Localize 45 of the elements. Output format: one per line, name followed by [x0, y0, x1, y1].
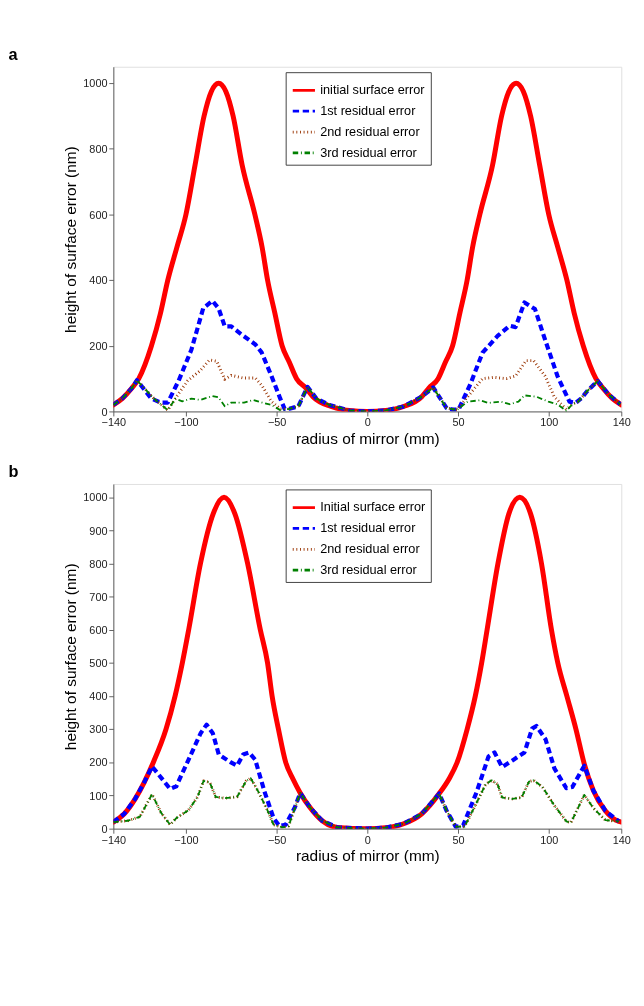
- y-tick-label: 300: [89, 723, 108, 736]
- chart-title: b: [8, 461, 19, 480]
- y-tick-label: 900: [89, 524, 108, 537]
- x-tick-label: 50: [452, 416, 465, 429]
- x-axis-title: radius of mirror (mm): [295, 846, 440, 864]
- chart-title: a: [8, 44, 19, 63]
- y-tick-label: 100: [89, 789, 108, 802]
- y-tick-label: 400: [89, 274, 108, 287]
- x-tick-label: 100: [540, 833, 559, 846]
- y-tick-label: 1000: [83, 77, 108, 90]
- y-tick-label: 800: [89, 142, 108, 155]
- x-axis-title: radius of mirror (mm): [295, 429, 440, 447]
- legend-label: 2nd residual error: [320, 124, 421, 139]
- y-tick-label: 800: [89, 557, 108, 570]
- x-tick-label: −100: [174, 833, 199, 846]
- legend-label: 3rd residual error: [320, 562, 418, 577]
- x-tick-label: −50: [267, 833, 287, 846]
- x-tick-label: 140: [612, 416, 631, 429]
- legend-label: Initial surface error: [320, 500, 427, 515]
- y-tick-label: 700: [89, 590, 108, 603]
- legend-label: initial surface error: [320, 83, 426, 97]
- x-tick-label: −50: [267, 416, 287, 429]
- x-tick-label: −100: [174, 416, 199, 429]
- y-tick-label: 1000: [83, 491, 108, 504]
- y-tick-label: 400: [89, 690, 108, 703]
- x-tick-label: 0: [364, 416, 371, 429]
- y-tick-label: 500: [89, 657, 108, 670]
- y-tick-label: 600: [89, 623, 108, 636]
- legend-label: 1st residual error: [320, 103, 417, 118]
- y-tick-label: 0: [101, 405, 108, 418]
- x-tick-label: 50: [452, 833, 465, 846]
- y-tick-label: 200: [89, 756, 108, 769]
- y-tick-label: 600: [89, 208, 108, 221]
- x-tick-label: −140: [101, 833, 127, 846]
- y-tick-label: 0: [101, 822, 108, 835]
- x-tick-label: −140: [101, 416, 127, 429]
- x-tick-label: 140: [612, 833, 631, 846]
- x-tick-label: 100: [540, 416, 559, 429]
- y-axis-title: height of surface error (nm): [62, 146, 80, 333]
- legend-label: 2nd residual error: [320, 541, 421, 556]
- y-axis-title: height of surface error (nm): [62, 563, 80, 751]
- y-tick-label: 200: [89, 339, 108, 352]
- legend-label: 1st residual error: [320, 521, 417, 536]
- legend-label: 3rd residual error: [320, 145, 418, 160]
- x-tick-label: 0: [364, 833, 371, 846]
